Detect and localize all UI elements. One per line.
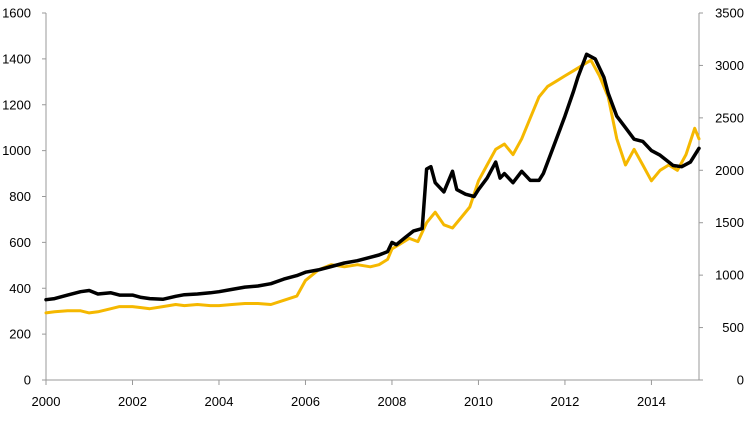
y-tick-label: 0 bbox=[24, 373, 31, 388]
x-tick-label: 2008 bbox=[377, 394, 406, 409]
y-tick-label: 1400 bbox=[2, 51, 31, 66]
y2-tick-label: 1500 bbox=[715, 215, 744, 230]
y-tick-label: 400 bbox=[9, 281, 31, 296]
y2-tick-label: 2500 bbox=[715, 110, 744, 125]
x-tick-label: 2010 bbox=[464, 394, 493, 409]
y-tick-label: 1600 bbox=[2, 6, 31, 21]
y2-tick-label: 2000 bbox=[715, 163, 744, 178]
x-tick-label: 2004 bbox=[205, 394, 234, 409]
y2-tick-label: 3000 bbox=[715, 58, 744, 73]
y2-tick-label: 500 bbox=[722, 320, 744, 335]
y-tick-label: 800 bbox=[9, 189, 31, 204]
x-tick-label: 2012 bbox=[550, 394, 579, 409]
y-tick-label: 1000 bbox=[2, 143, 31, 158]
tick-labels: 0 200 400 600 800 1000 1200 1400 1600 0 500 1000 150… bbox=[2, 6, 744, 410]
x-tick-label: 2002 bbox=[118, 394, 147, 409]
x-tick-label: 2006 bbox=[291, 394, 320, 409]
series-line-right-axis bbox=[44, 58, 701, 315]
axes bbox=[42, 12, 703, 385]
x-tick-label: 2000 bbox=[32, 394, 61, 409]
y2-tick-label: 3500 bbox=[715, 6, 744, 21]
y2-tick-label: 0 bbox=[737, 373, 744, 388]
series-line-left-axis bbox=[44, 52, 701, 302]
y-tick-label: 200 bbox=[9, 327, 31, 342]
series-lines bbox=[44, 52, 701, 315]
y-tick-label: 1200 bbox=[2, 97, 31, 112]
y2-tick-label: 1000 bbox=[715, 268, 744, 283]
x-tick-label: 2014 bbox=[637, 394, 666, 409]
y-tick-label: 600 bbox=[9, 235, 31, 250]
